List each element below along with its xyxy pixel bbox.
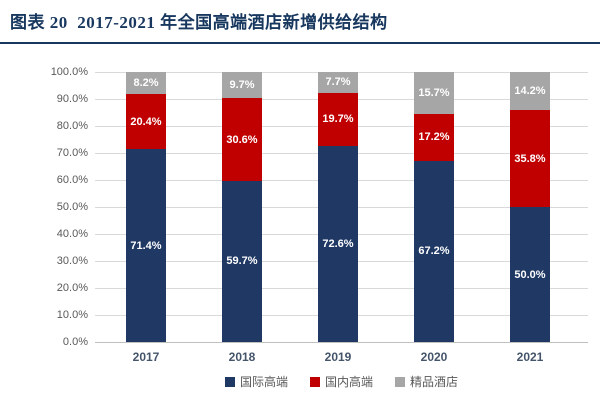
bar-slot: 71.4% 20.4% 8.2% [98,72,194,342]
bar-data-label: 35.8% [514,152,546,165]
x-tick-label: 2018 [228,350,256,364]
bar-segment: 8.2% [126,72,166,95]
y-tick-label: 0.0% [62,336,88,348]
bar-slot: 59.7% 30.6% 9.7% [194,72,290,342]
y-tick-label: 90.0% [56,93,88,105]
legend-label: 国际高端 [239,375,288,389]
x-axis: 2017 2018 2019 2020 2021 [98,350,578,364]
x-tick-label: 2019 [324,350,352,364]
bar-segment: 71.4% [126,149,166,342]
y-tick-label: 80.0% [56,120,88,132]
bar-data-label: 17.2% [418,131,450,144]
gridline [95,342,588,343]
bar-data-label: 59.7% [226,255,258,268]
bar-segment: 19.7% [318,92,358,146]
y-tick-label: 100.0% [50,66,88,78]
bar-segment: 59.7% [222,180,262,342]
bar-segment: 20.4% [126,94,166,150]
bar-data-label: 30.6% [226,133,258,146]
bar-slot: 67.2% 17.2% 15.7% [386,71,482,342]
legend-swatch [309,376,320,387]
bar-segment: 9.7% [222,72,262,99]
bar-segment: 15.7% [414,71,454,115]
bar-segment: 17.2% [414,114,454,161]
bar-segment: 50.0% [510,207,550,342]
y-tick-label: 10.0% [56,309,88,321]
chart-title: 图表 20 2017-2021 年全国高端酒店新增供给结构 [10,13,388,32]
bar-data-label: 8.2% [133,77,159,90]
legend-item: 国际高端 [224,373,288,390]
bar-segment: 7.7% [318,72,358,93]
stacked-bars: 71.4% 20.4% 8.2% 59.7% 30.6% 9.7% 72.6% 19.7% 7.… [98,71,578,342]
legend: 国际高端 国内高端 精品酒店 [95,373,588,390]
x-tick-label: 2021 [516,350,544,364]
bar-segment: 67.2% [414,160,454,342]
y-tick-label: 50.0% [56,201,88,213]
x-tick-label: 2020 [420,350,448,364]
bar-slot: 50.0% 35.8% 14.2% [482,72,578,342]
bar-slot: 72.6% 19.7% 7.7% [290,72,386,342]
legend-item: 国内高端 [309,373,373,390]
y-tick-label: 60.0% [56,174,88,186]
bar-data-label: 14.2% [514,85,546,98]
legend-swatch [395,376,405,387]
bar-segment: 72.6% [318,145,358,342]
y-tick-label: 20.0% [56,282,88,294]
stacked-bar-2017: 71.4% 20.4% 8.2% [126,72,166,342]
stacked-bar-2018: 59.7% 30.6% 9.7% [222,72,262,342]
legend-label: 精品酒店 [410,375,459,389]
bar-segment: 30.6% [222,98,262,181]
stacked-bar-2020: 67.2% 17.2% 15.7% [414,71,454,342]
bar-data-label: 20.4% [130,115,162,128]
bar-data-label: 67.2% [418,245,450,258]
bar-data-label: 9.7% [229,79,255,92]
title-underline [0,42,600,44]
bar-data-label: 72.6% [322,237,354,250]
bar-segment: 14.2% [510,72,550,111]
x-tick-label: 2017 [132,350,160,364]
bar-data-label: 50.0% [514,268,546,281]
bar-data-label: 7.7% [325,76,351,89]
y-tick-label: 70.0% [56,147,88,159]
bar-data-label: 71.4% [130,239,162,252]
bar-segment: 35.8% [510,110,550,207]
bar-data-label: 15.7% [418,86,450,99]
y-tick-label: 30.0% [56,255,88,267]
stacked-bar-2021: 50.0% 35.8% 14.2% [510,72,550,342]
legend-label: 国内高端 [324,375,373,389]
y-axis: 100.0% 90.0% 80.0% 70.0% 60.0% 50.0% 40.0% 30.0… [0,66,88,348]
legend-item: 精品酒店 [395,373,458,390]
bar-data-label: 19.7% [322,113,354,126]
y-tick-label: 40.0% [56,228,88,240]
legend-swatch [224,376,235,387]
stacked-bar-2019: 72.6% 19.7% 7.7% [318,72,358,342]
